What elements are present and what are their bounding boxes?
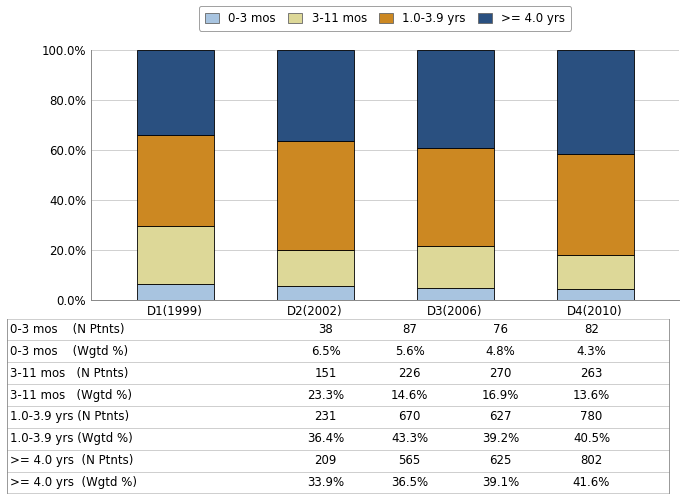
Text: 33.9%: 33.9%: [307, 476, 344, 489]
Bar: [556, 50, 634, 154]
Bar: [416, 50, 494, 148]
Text: 5.6%: 5.6%: [395, 345, 424, 358]
Text: 76: 76: [493, 323, 508, 336]
Bar: [416, 246, 494, 288]
Text: 16.9%: 16.9%: [482, 388, 519, 402]
Bar: [136, 284, 214, 300]
Bar: [556, 289, 634, 300]
Text: 43.3%: 43.3%: [391, 432, 428, 446]
Text: 36.5%: 36.5%: [391, 476, 428, 489]
Text: 802: 802: [580, 454, 603, 467]
Text: 39.2%: 39.2%: [482, 432, 519, 446]
Bar: [416, 288, 494, 300]
Legend: 0-3 mos, 3-11 mos, 1.0-3.9 yrs, >= 4.0 yrs: 0-3 mos, 3-11 mos, 1.0-3.9 yrs, >= 4.0 y…: [199, 6, 571, 30]
Bar: [276, 141, 354, 250]
Text: 209: 209: [314, 454, 337, 467]
Text: 780: 780: [580, 410, 603, 424]
Bar: [556, 154, 634, 255]
Text: 270: 270: [489, 367, 512, 380]
Text: 231: 231: [314, 410, 337, 424]
Text: 151: 151: [314, 367, 337, 380]
Text: 1.0-3.9 yrs (Wgtd %): 1.0-3.9 yrs (Wgtd %): [10, 432, 133, 446]
Text: 87: 87: [402, 323, 417, 336]
Text: 40.5%: 40.5%: [573, 432, 610, 446]
Text: 625: 625: [489, 454, 512, 467]
Text: 565: 565: [398, 454, 421, 467]
Bar: [136, 134, 214, 226]
Text: 39.1%: 39.1%: [482, 476, 519, 489]
Text: 13.6%: 13.6%: [573, 388, 610, 402]
Bar: [556, 255, 634, 289]
Text: 4.8%: 4.8%: [486, 345, 515, 358]
Text: 82: 82: [584, 323, 599, 336]
Bar: [276, 50, 354, 141]
Text: 1.0-3.9 yrs (N Ptnts): 1.0-3.9 yrs (N Ptnts): [10, 410, 130, 424]
Text: 23.3%: 23.3%: [307, 388, 344, 402]
Text: >= 4.0 yrs  (N Ptnts): >= 4.0 yrs (N Ptnts): [10, 454, 134, 467]
Text: 3-11 mos   (Wgtd %): 3-11 mos (Wgtd %): [10, 388, 132, 402]
Bar: [276, 250, 354, 286]
Bar: [276, 286, 354, 300]
Text: 627: 627: [489, 410, 512, 424]
Text: 226: 226: [398, 367, 421, 380]
Text: 0-3 mos    (N Ptnts): 0-3 mos (N Ptnts): [10, 323, 125, 336]
Bar: [136, 50, 214, 134]
Text: 14.6%: 14.6%: [391, 388, 428, 402]
Text: 41.6%: 41.6%: [573, 476, 610, 489]
Bar: [416, 148, 494, 246]
Text: 36.4%: 36.4%: [307, 432, 344, 446]
Text: 0-3 mos    (Wgtd %): 0-3 mos (Wgtd %): [10, 345, 129, 358]
Text: 263: 263: [580, 367, 603, 380]
Bar: [136, 226, 214, 284]
Text: 3-11 mos   (N Ptnts): 3-11 mos (N Ptnts): [10, 367, 129, 380]
Text: 4.3%: 4.3%: [577, 345, 606, 358]
Text: 38: 38: [318, 323, 333, 336]
Text: 670: 670: [398, 410, 421, 424]
Text: >= 4.0 yrs  (Wgtd %): >= 4.0 yrs (Wgtd %): [10, 476, 137, 489]
Text: 6.5%: 6.5%: [311, 345, 340, 358]
